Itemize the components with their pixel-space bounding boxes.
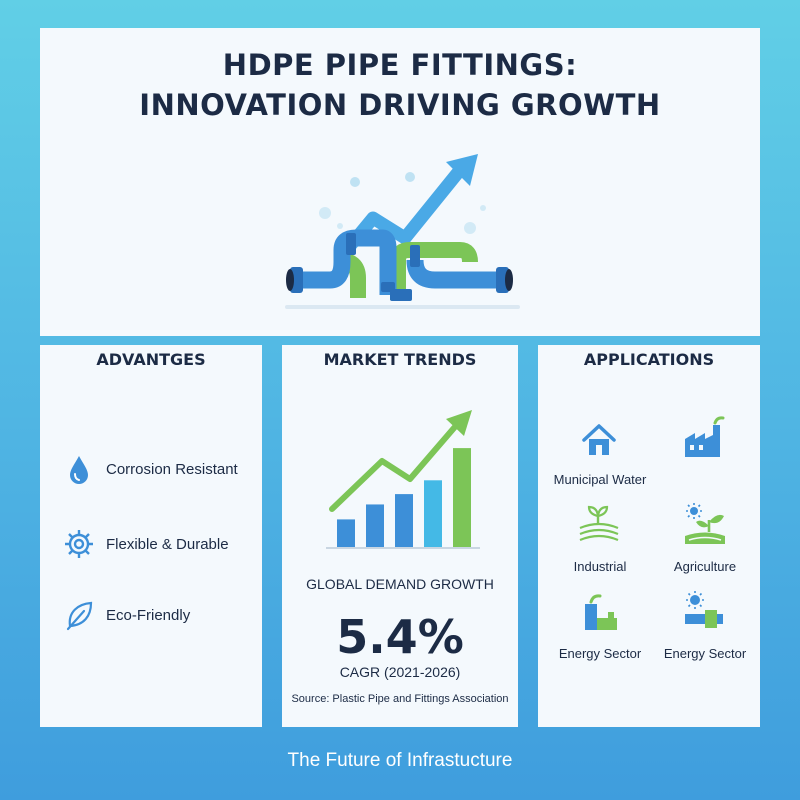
advantage-item-corrosion: Corrosion Resistant xyxy=(62,452,238,486)
solar-pipe-icon xyxy=(685,591,723,628)
gear-icon xyxy=(65,530,93,558)
market-trends-heading: MARKET TRENDS xyxy=(323,350,477,369)
advantage-item-flexible: Flexible & Durable xyxy=(62,527,229,561)
application-label-energy-sector-2: Energy Sector xyxy=(663,646,747,661)
footer-tagline: The Future of Infrastucture xyxy=(287,750,513,771)
sun-plant-icon xyxy=(685,503,725,544)
chart-bar-3 xyxy=(395,494,413,547)
demand-growth-caption: GLOBAL DEMAND GROWTH xyxy=(306,576,494,592)
applications-heading: APPLICATIONS xyxy=(583,350,715,369)
sprout-field-icon xyxy=(579,505,619,542)
chart-bar-4 xyxy=(424,480,442,547)
pipe-growth-illustration xyxy=(285,154,520,309)
factory-icon xyxy=(685,416,725,457)
house-icon xyxy=(582,424,616,455)
application-label-agriculture: Agriculture xyxy=(673,559,737,574)
application-label-industrial: Industrial xyxy=(573,559,627,574)
title-line-1: HDPE PIPE FITTINGS: xyxy=(222,48,578,82)
advantages-heading: ADVANTGES xyxy=(96,350,206,369)
chart-bar-5 xyxy=(453,448,471,547)
demand-growth-chart xyxy=(326,410,480,549)
application-label-municipal-water: Municipal Water xyxy=(553,472,647,487)
trend-arrow-line xyxy=(329,418,463,512)
chart-bar-2 xyxy=(366,504,384,547)
leaf-icon xyxy=(66,601,93,631)
cagr-value: 5.4% xyxy=(336,610,464,664)
advantage-label: Corrosion Resistant xyxy=(106,460,238,478)
trend-arrow-head xyxy=(446,410,472,436)
cagr-period: CAGR (2021-2026) xyxy=(339,664,461,680)
advantage-label: Eco-Friendly xyxy=(106,606,191,624)
chart-bar-1 xyxy=(337,519,355,547)
energy-plant-icon xyxy=(585,594,617,630)
title-block: HDPE PIPE FITTINGS: INNOVATION DRIVING G… xyxy=(40,0,760,140)
source-note: Source: Plastic Pipe and Fittings Associ… xyxy=(291,693,509,705)
water-drop-icon xyxy=(70,456,88,484)
chart-bars xyxy=(337,448,471,547)
application-label-energy-sector: Energy Sector xyxy=(558,646,642,661)
advantage-label: Flexible & Durable xyxy=(106,535,229,553)
title-line-2: INNOVATION DRIVING GROWTH xyxy=(139,88,661,122)
advantage-item-eco: Eco-Friendly xyxy=(62,598,190,632)
